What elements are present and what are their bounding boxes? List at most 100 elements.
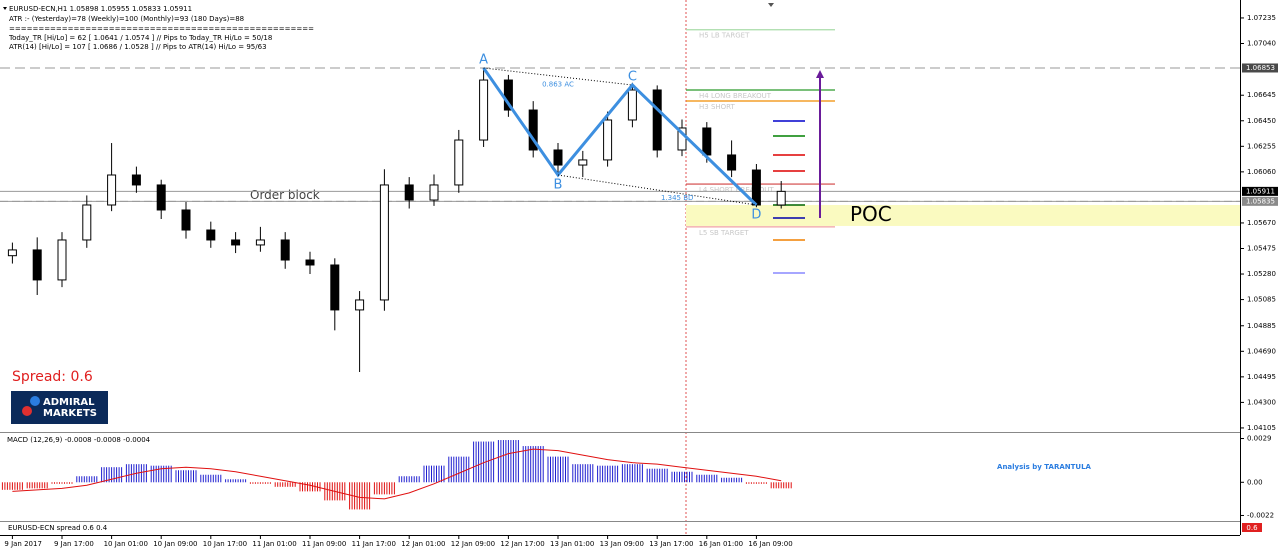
candle-body xyxy=(82,204,92,241)
order-block-label: Order block xyxy=(250,188,320,202)
y-tick-label: 1.04495 xyxy=(1247,373,1276,381)
candle-body xyxy=(280,239,290,261)
price-marker: 1.05911 xyxy=(1246,187,1275,195)
x-tick-label: 11 Jan 09:00 xyxy=(302,540,346,548)
y-tick-label: 1.07040 xyxy=(1247,39,1276,47)
x-tick-label: 16 Jan 01:00 xyxy=(699,540,743,548)
macd-title: MACD (12,26,9) -0.0008 -0.0008 -0.0004 xyxy=(7,436,151,444)
x-tick-label: 9 Jan 17:00 xyxy=(54,540,94,548)
candle-body xyxy=(32,249,42,281)
menu-arrow xyxy=(3,7,7,10)
logo-text: MARKETS xyxy=(43,408,97,419)
candle-body xyxy=(107,174,117,206)
y-tick-label: 1.06255 xyxy=(1247,142,1276,150)
ratio-line xyxy=(483,67,633,86)
price-marker-bg xyxy=(1242,63,1278,73)
y-tick-label: 1.05475 xyxy=(1247,244,1276,252)
macd-signal xyxy=(12,448,782,500)
y-tick-label: 1.06645 xyxy=(1247,91,1276,99)
x-tick-label: 11 Jan 01:00 xyxy=(252,540,296,548)
scroll-marker xyxy=(768,3,774,7)
candle-body xyxy=(503,79,513,111)
candle-body xyxy=(131,174,141,186)
candle-body xyxy=(528,109,538,151)
price-marker-bg xyxy=(1242,186,1278,196)
header-line: ATR :- (Yesterday)=78 (Weekly)=100 (Mont… xyxy=(9,15,244,23)
candle-body xyxy=(454,139,464,186)
ratio-line xyxy=(557,174,757,206)
y-tick-label: 1.04690 xyxy=(1247,347,1276,355)
ratio-label: 0.863 AC xyxy=(542,80,574,88)
x-tick-label: 13 Jan 17:00 xyxy=(649,540,693,548)
header-line: ATR(14) [Hi/Lo] = 107 [ 1.0686 / 1.0528 … xyxy=(9,43,267,51)
x-tick-label: 12 Jan 01:00 xyxy=(401,540,445,548)
arrow-head xyxy=(816,69,824,78)
price-marker: 1.05835 xyxy=(1246,197,1275,205)
spread-indicator: EURUSD-ECN spread 0.6 0.4 xyxy=(8,524,108,532)
x-tick-label: 10 Jan 01:00 xyxy=(104,540,148,548)
pattern-point: B xyxy=(554,178,563,193)
level-label: H4 LONG BREAKOUT xyxy=(699,92,772,100)
y-tick-label: 0.00 xyxy=(1247,478,1263,486)
badge xyxy=(1242,523,1262,532)
spread-badge: 0.6 xyxy=(1246,524,1258,532)
credit: Analysis by TARANTULA xyxy=(997,463,1092,471)
spread-label: Spread: 0.6 xyxy=(12,369,93,385)
candle-body xyxy=(379,184,389,301)
logo-dot xyxy=(22,406,32,416)
x-tick-label: 9 Jan 2017 xyxy=(4,540,42,548)
y-tick-label: 0.0029 xyxy=(1247,435,1272,443)
y-tick-label: 1.04885 xyxy=(1247,322,1276,330)
candle-body xyxy=(231,239,241,246)
x-tick-label: 16 Jan 09:00 xyxy=(748,540,792,548)
level-label: H5 LB TARGET xyxy=(699,32,750,40)
x-tick-label: 12 Jan 17:00 xyxy=(500,540,544,548)
level-label: L5 SB TARGET xyxy=(699,229,749,237)
candle-body xyxy=(429,184,439,201)
y-tick-label: -0.0022 xyxy=(1247,511,1274,519)
price-marker-bg xyxy=(1242,196,1278,206)
x-tick-label: 10 Jan 17:00 xyxy=(203,540,247,548)
candle-body xyxy=(603,119,613,161)
candle-body xyxy=(553,149,563,166)
x-tick-label: 12 Jan 09:00 xyxy=(451,540,495,548)
candle-body xyxy=(702,127,712,156)
candle-body xyxy=(57,239,67,281)
y-tick-label: 1.06060 xyxy=(1247,168,1276,176)
candle-body xyxy=(330,264,340,311)
pattern-point: D xyxy=(751,207,761,222)
header-line: Today_TR [Hi/Lo] = 62 [ 1.0641 / 1.0574 … xyxy=(8,34,272,42)
x-tick-label: 11 Jan 17:00 xyxy=(352,540,396,548)
y-tick-label: 1.05670 xyxy=(1247,219,1276,227)
y-tick-label: 1.05280 xyxy=(1247,270,1276,278)
level-label: L4 SHORT BREAKOUT xyxy=(699,186,774,194)
ratio-label: 1.345 BD xyxy=(661,194,693,202)
poc-label: POC xyxy=(850,202,892,226)
logo-dot xyxy=(30,396,40,406)
candle-body xyxy=(776,190,786,206)
y-tick-label: 1.04105 xyxy=(1247,424,1276,432)
candle-body xyxy=(355,299,365,311)
y-tick-label: 1.07235 xyxy=(1247,14,1276,22)
candle-body xyxy=(181,209,191,231)
candle-body xyxy=(479,79,489,141)
x-tick-label: 13 Jan 09:00 xyxy=(600,540,644,548)
poc-zone xyxy=(686,204,1240,226)
candle-body xyxy=(677,127,687,151)
candle-body xyxy=(305,259,315,266)
candle-body xyxy=(751,169,761,206)
candle-body xyxy=(206,229,216,241)
candle-body xyxy=(578,159,588,166)
candle-body xyxy=(727,154,737,171)
level-label: H3 SHORT xyxy=(699,103,736,111)
x-tick-label: 13 Jan 01:00 xyxy=(550,540,594,548)
header-line: ========================================… xyxy=(9,25,314,33)
pattern-line xyxy=(482,67,758,207)
y-tick-label: 1.04300 xyxy=(1247,398,1276,406)
candle-body xyxy=(627,89,637,121)
y-tick-label: 1.06450 xyxy=(1247,117,1276,125)
candle-body xyxy=(404,184,414,201)
candle-body xyxy=(255,239,265,246)
